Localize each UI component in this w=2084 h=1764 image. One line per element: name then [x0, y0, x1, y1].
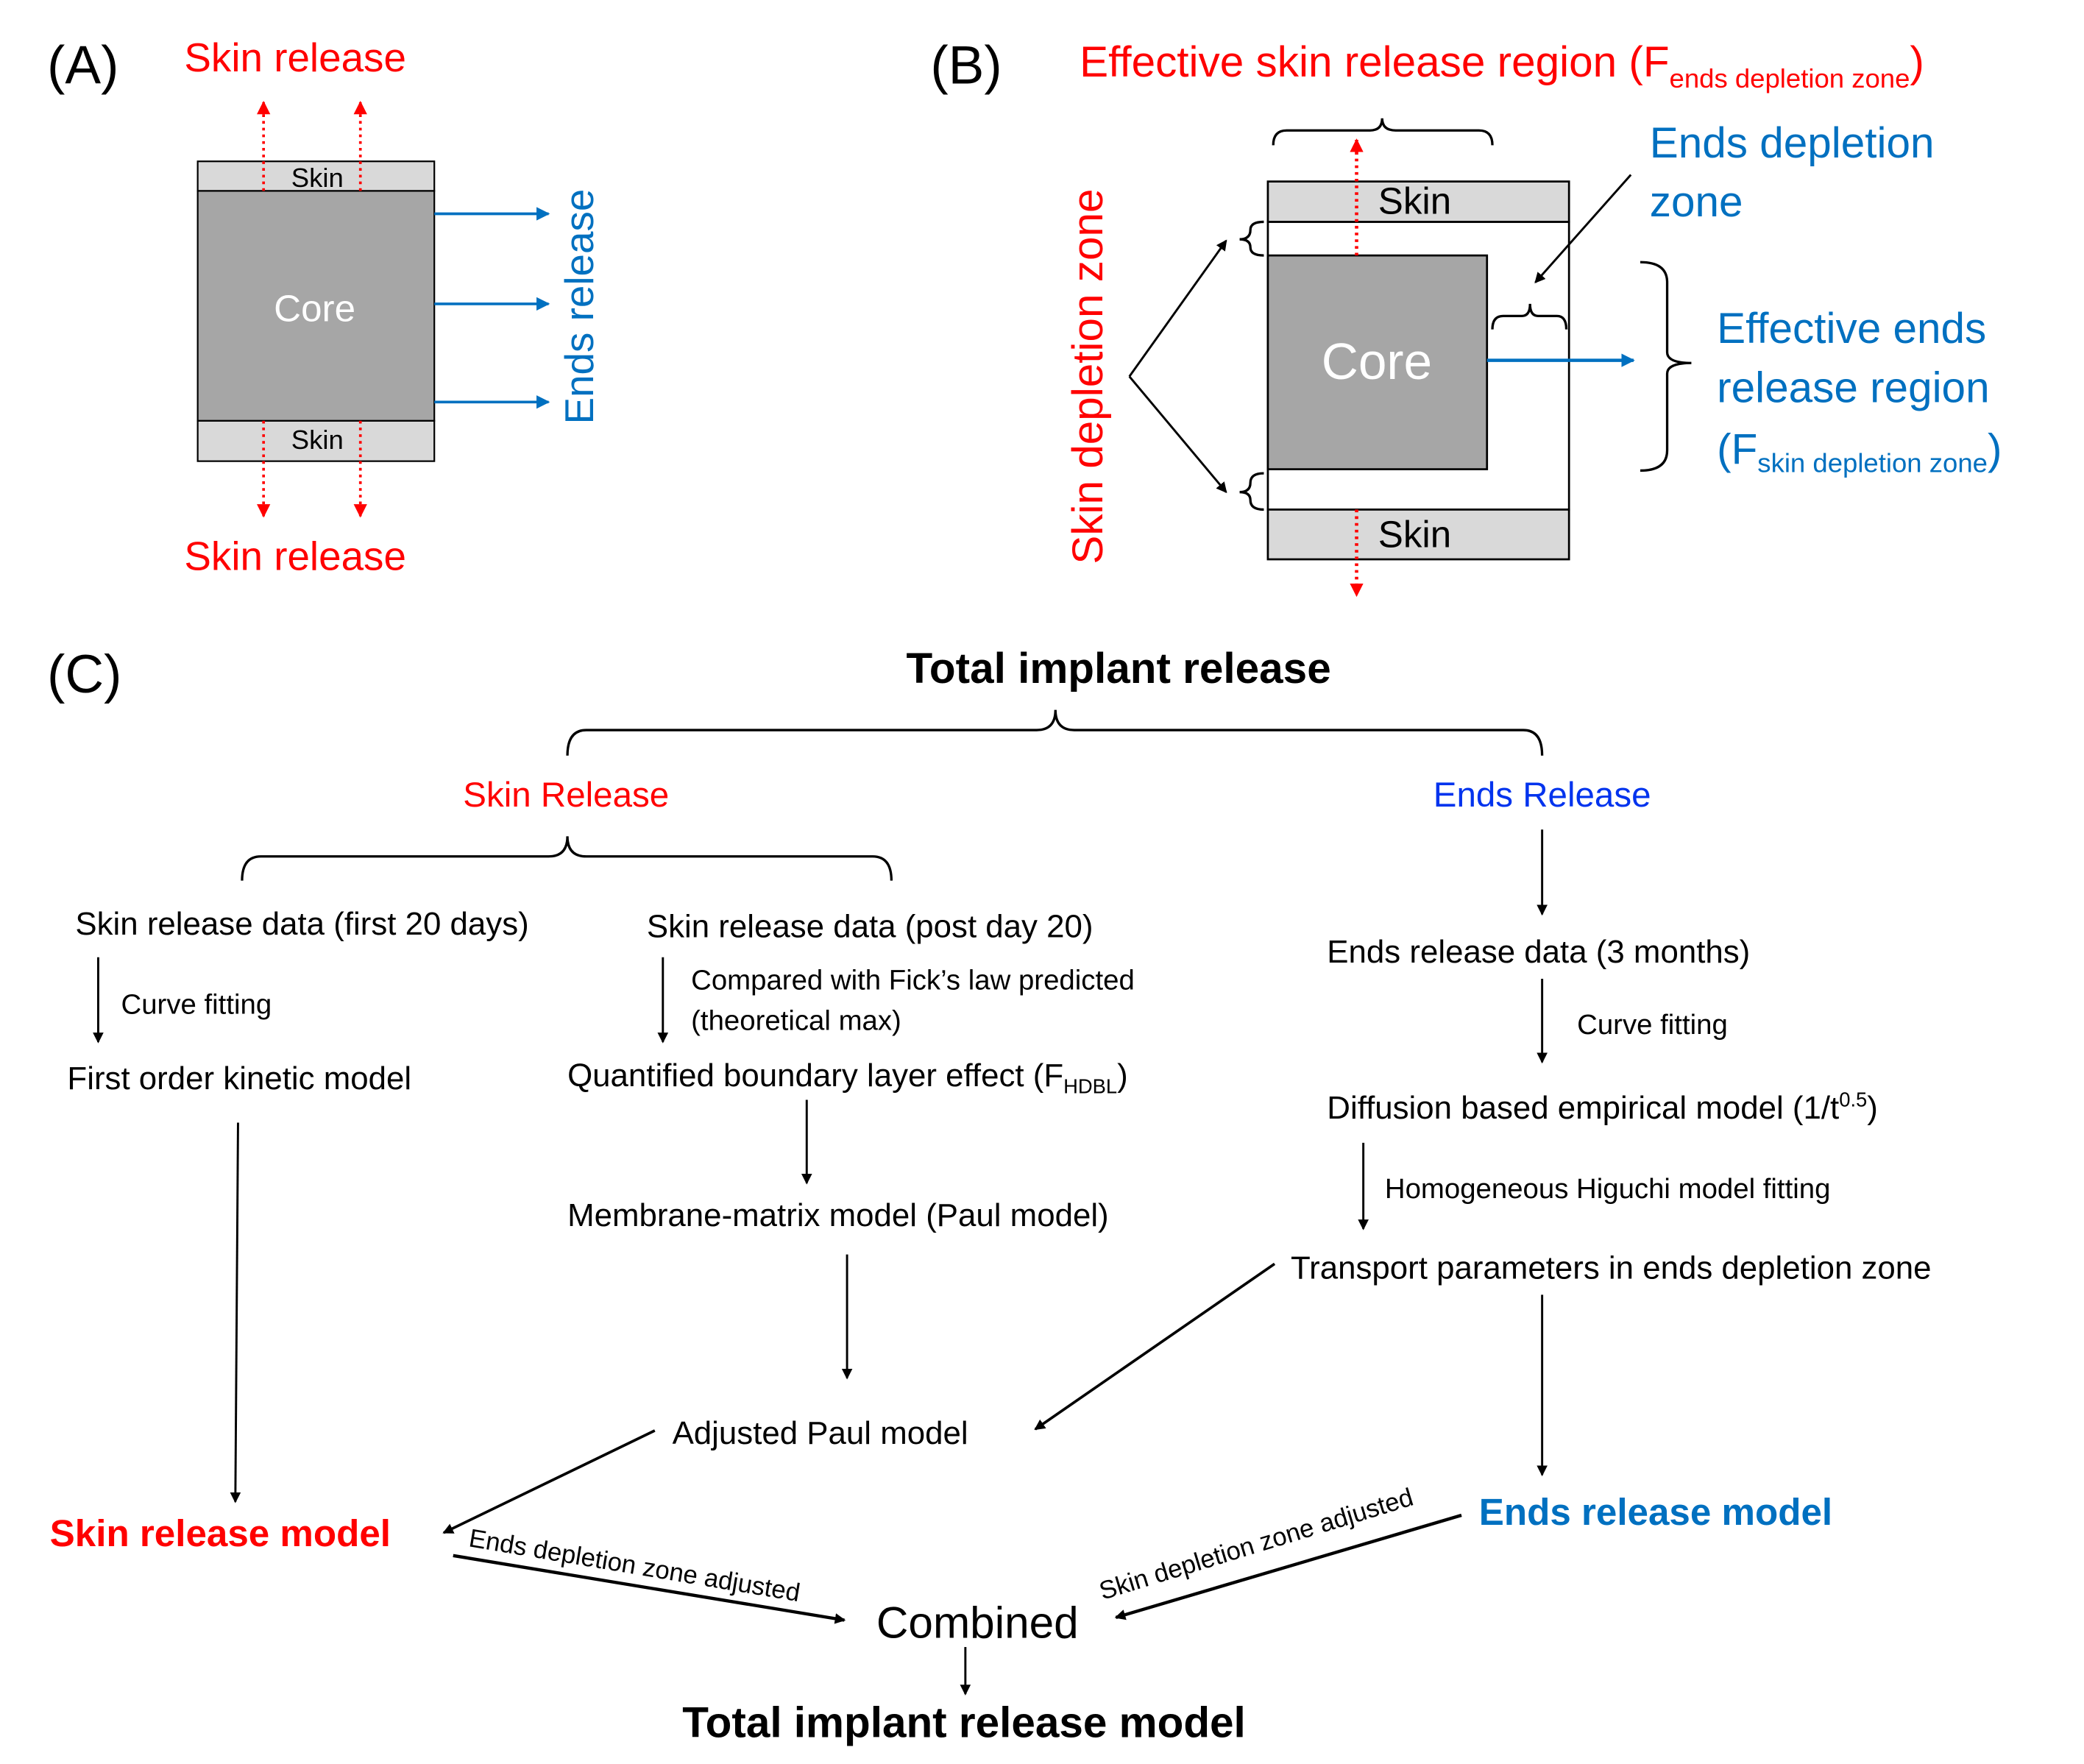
ends-release-model: Ends release model: [1479, 1491, 1832, 1533]
core-block: [196, 190, 436, 422]
panel-c: (C) Total implant release Skin Release E…: [47, 645, 1932, 1747]
ends-release-label: Ends release: [556, 189, 602, 425]
higuchi-model-fitting: Homogeneous Higuchi model fitting: [1385, 1173, 1831, 1205]
panel-c-label: (C): [47, 645, 121, 704]
skin-depletion-brace-bottom: [1239, 472, 1264, 511]
skin-depletion-brace-top: [1239, 220, 1264, 257]
panel-b: (B) Effective skin release region (Fends…: [930, 35, 2002, 598]
panel-b-label: (B): [930, 35, 1002, 95]
panel-a-label: (A): [47, 35, 118, 95]
skin-bottom-label: Skin: [1378, 514, 1452, 556]
effective-ends-brace: [1640, 261, 1692, 472]
skin-top-label: Skin: [291, 163, 344, 193]
skin-top-label: Skin: [1378, 180, 1452, 222]
skin-layer-top: [1266, 180, 1570, 223]
skin-layer-bottom: [196, 419, 436, 462]
ends-depletion-brace: [1491, 303, 1568, 330]
skin-release-arrows: [257, 101, 367, 518]
skin-brace: [241, 836, 893, 881]
ends-release-arrows: [434, 207, 550, 409]
skin-depletion-arrow-bottom: [1128, 375, 1227, 494]
compared-with-ficks-law: Compared with Fick’s law predicted (theor…: [691, 965, 1135, 1037]
quantified-boundary-layer: Quantified boundary layer effect (FHDBL): [567, 1058, 1128, 1097]
curve-fitting-right: Curve fitting: [1577, 1009, 1728, 1041]
top-brace: [1272, 118, 1494, 146]
first-order-kinetic-model: First order kinetic model: [67, 1060, 411, 1097]
skin-bottom-label: Skin: [291, 425, 344, 455]
adjusted-paul-model: Adjusted Paul model: [673, 1415, 968, 1451]
total-implant-release-title: Total implant release: [907, 645, 1331, 693]
skin-data-post-day-20: Skin release data (post day 20): [647, 908, 1094, 944]
core-block: [1266, 254, 1489, 470]
skin-layer-top: [196, 160, 436, 192]
ends-release-data: Ends release data (3 months): [1327, 934, 1750, 970]
curve-fitting-left: Curve fitting: [121, 989, 272, 1021]
skin-release-top-label: Skin release: [184, 35, 406, 80]
skin-release-bottom-label: Skin release: [184, 534, 406, 579]
core-label: Core: [1322, 333, 1432, 390]
skin-release-model: Skin release model: [50, 1512, 391, 1554]
panel-a: (A) Skin release Skin Core Skin Ends rel…: [47, 35, 602, 579]
skin-data-first-20-days: Skin release data (first 20 days): [75, 906, 528, 942]
total-brace: [566, 709, 1544, 756]
transport-parameters: Transport parameters in ends depletion z…: [1291, 1250, 1932, 1286]
combined-label: Combined: [876, 1597, 1079, 1647]
membrane-matrix-model: Membrane-matrix model (Paul model): [567, 1197, 1109, 1233]
flow-arrows: [93, 829, 1548, 1696]
skin-depletion-zone-adjusted: Skin depletion zone adjusted: [1096, 1484, 1416, 1606]
ends-depletion-pointer-arrow: [1534, 174, 1632, 284]
effective-skin-release-title: Effective skin release region (Fends dep…: [1080, 38, 1924, 93]
ends-depletion-zone-label: Ends depletion zone: [1650, 119, 1935, 226]
effective-ends-release-label: Effective ends release region (Fskin deple…: [1717, 305, 2002, 478]
diffusion-empirical-model: Diffusion based empirical model (1/t0.5): [1327, 1088, 1878, 1126]
skin-release-heading: Skin Release: [463, 776, 669, 815]
skin-depletion-zone-label: Skin depletion zone: [1064, 188, 1112, 564]
skin-depletion-arrow-top: [1128, 239, 1227, 378]
total-implant-release-model: Total implant release model: [682, 1699, 1246, 1746]
core-label: Core: [274, 288, 355, 330]
skin-layer-bottom: [1266, 509, 1570, 561]
ends-release-heading: Ends Release: [1433, 776, 1651, 815]
